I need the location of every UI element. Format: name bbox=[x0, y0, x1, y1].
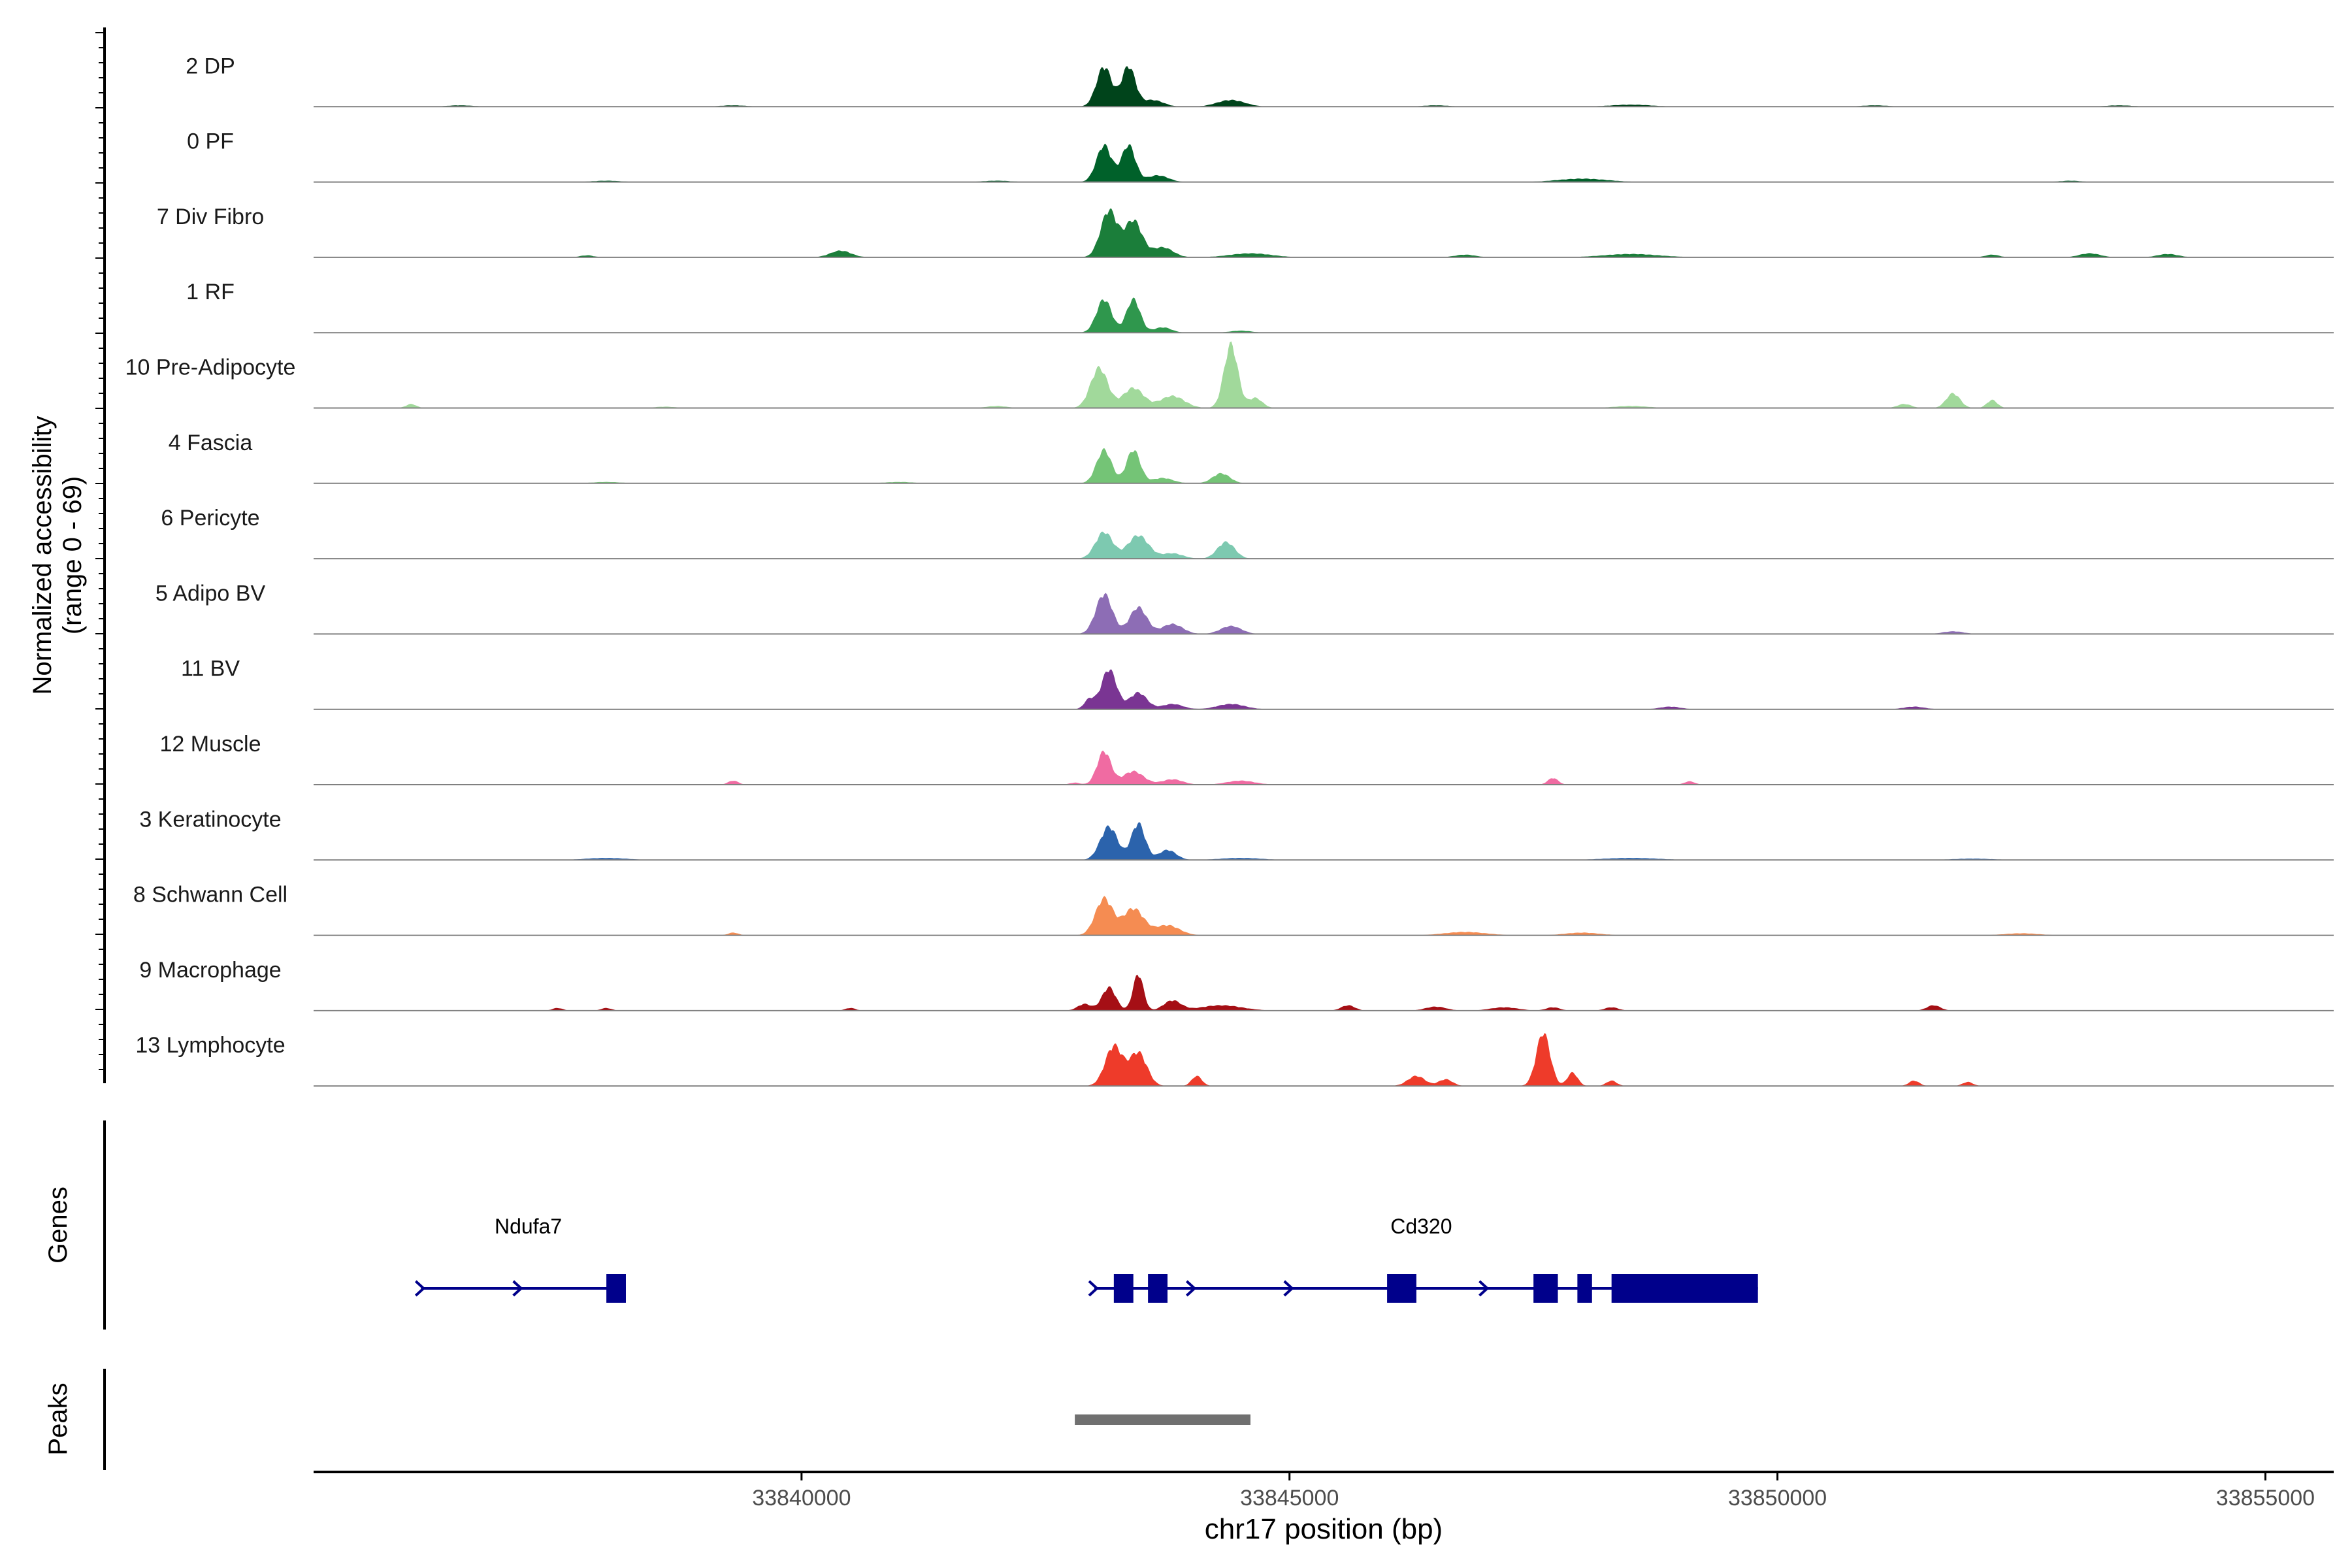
track-9: 12 Muscle bbox=[160, 732, 2334, 785]
gene-Ndufa7: Ndufa7 bbox=[414, 1215, 626, 1303]
x-axis-ticks: 33840000 33845000 33850000 33855000 bbox=[752, 1472, 2315, 1511]
exon bbox=[1113, 1274, 1134, 1303]
strand-arrow bbox=[1088, 1280, 1099, 1297]
exon bbox=[1148, 1274, 1168, 1303]
track-label: 0 PF bbox=[187, 129, 234, 154]
exon bbox=[1533, 1274, 1558, 1303]
track-label: 11 BV bbox=[181, 657, 240, 681]
track-label: 8 Schwann Cell bbox=[133, 883, 287, 907]
track-5: 4 Fascia bbox=[169, 431, 2334, 484]
exon bbox=[1611, 1274, 1758, 1303]
x-tick-label: 33840000 bbox=[752, 1486, 851, 1511]
peaks-panel-label: Peaks bbox=[44, 1382, 73, 1455]
track-label: 2 DP bbox=[186, 54, 235, 78]
y-axis-ticks bbox=[95, 32, 105, 1070]
track-0: 2 DP bbox=[186, 54, 2334, 108]
strand-arrow bbox=[1283, 1280, 1294, 1297]
x-axis-title: chr17 position (bp) bbox=[1205, 1513, 1443, 1545]
strand-arrow bbox=[414, 1280, 426, 1297]
track-11: 8 Schwann Cell bbox=[133, 883, 2334, 936]
track-10: 3 Keratinocyte bbox=[139, 807, 2334, 861]
track-label: 9 Macrophage bbox=[139, 958, 281, 983]
track-label: 5 Adipo BV bbox=[155, 581, 266, 606]
exon bbox=[1387, 1274, 1416, 1303]
track-label: 1 RF bbox=[186, 280, 235, 304]
track-6: 6 Pericyte bbox=[161, 506, 2334, 560]
track-label: 3 Keratinocyte bbox=[139, 807, 281, 832]
track-8: 11 BV bbox=[181, 657, 2334, 710]
strand-arrow bbox=[1478, 1280, 1490, 1297]
x-tick-label: 33845000 bbox=[1240, 1486, 1339, 1511]
x-tick-label: 33850000 bbox=[1728, 1486, 1827, 1511]
track-12: 9 Macrophage bbox=[139, 958, 2334, 1011]
peak-region bbox=[1075, 1414, 1250, 1425]
coverage-tracks: 2 DP 0 PF 7 Div Fibro 1 RF 10 Pre-Adipocyte 4… bbox=[125, 54, 2334, 1087]
track-label: 13 Lymphocyte bbox=[135, 1033, 285, 1058]
track-label: 7 Div Fibro bbox=[157, 204, 264, 229]
peak-regions bbox=[1075, 1414, 1250, 1425]
track-label: 12 Muscle bbox=[160, 732, 261, 757]
track-label: 6 Pericyte bbox=[161, 506, 259, 531]
gene-annotations: Ndufa7 Cd320 bbox=[414, 1215, 1758, 1303]
exon bbox=[1577, 1274, 1592, 1303]
track-13: 13 Lymphocyte bbox=[135, 1033, 2334, 1087]
strand-arrow bbox=[512, 1280, 523, 1297]
track-3: 1 RF bbox=[186, 280, 2334, 334]
y-axis-title: Normalized accessibility bbox=[28, 416, 57, 695]
track-2: 7 Div Fibro bbox=[157, 204, 2334, 258]
exon bbox=[606, 1274, 626, 1303]
track-4: 10 Pre-Adipocyte bbox=[125, 341, 2334, 409]
strand-arrow bbox=[1185, 1280, 1197, 1297]
genes-panel-label: Genes bbox=[44, 1186, 73, 1264]
track-label: 10 Pre-Adipocyte bbox=[125, 355, 296, 380]
track-1: 0 PF bbox=[187, 129, 2334, 183]
gene-label: Cd320 bbox=[1390, 1215, 1452, 1238]
track-7: 5 Adipo BV bbox=[155, 581, 2334, 635]
track-label: 4 Fascia bbox=[169, 431, 253, 455]
x-tick-label: 33855000 bbox=[2216, 1486, 2315, 1511]
y-axis-range-label: (range 0 - 69) bbox=[58, 476, 87, 634]
gene-Cd320: Cd320 bbox=[1088, 1215, 1758, 1303]
gene-label: Ndufa7 bbox=[495, 1215, 562, 1238]
